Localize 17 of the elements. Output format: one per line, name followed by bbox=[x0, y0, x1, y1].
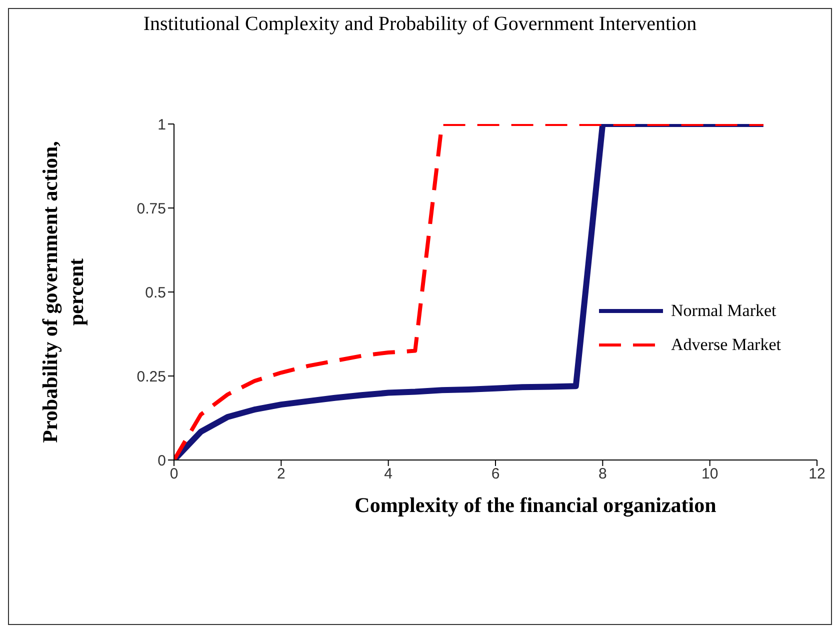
x-tick-label: 8 bbox=[598, 466, 607, 483]
y-tick-label: 1 bbox=[158, 116, 166, 134]
x-tick-label: 4 bbox=[384, 466, 393, 483]
x-axis-title: Complexity of the financial organization bbox=[354, 493, 717, 517]
legend-label: Adverse Market bbox=[671, 335, 781, 355]
y-tick-label: 0.5 bbox=[145, 284, 166, 302]
x-tick-label: 2 bbox=[276, 466, 286, 483]
legend-label: Normal Market bbox=[671, 301, 776, 321]
y-axis-title: Probability of government action, percent bbox=[38, 141, 88, 443]
y-tick-label: 0.25 bbox=[136, 368, 166, 386]
x-tick-label: 12 bbox=[808, 466, 826, 483]
x-tick-label: 0 bbox=[170, 466, 178, 483]
x-tick-label: 6 bbox=[491, 466, 500, 483]
x-tick-label: 10 bbox=[701, 466, 718, 483]
chart-title: Institutional Complexity and Probability of Government Intervention bbox=[142, 13, 698, 36]
y-tick-label: 0.75 bbox=[136, 200, 166, 218]
y-tick-label: 0 bbox=[158, 452, 166, 470]
